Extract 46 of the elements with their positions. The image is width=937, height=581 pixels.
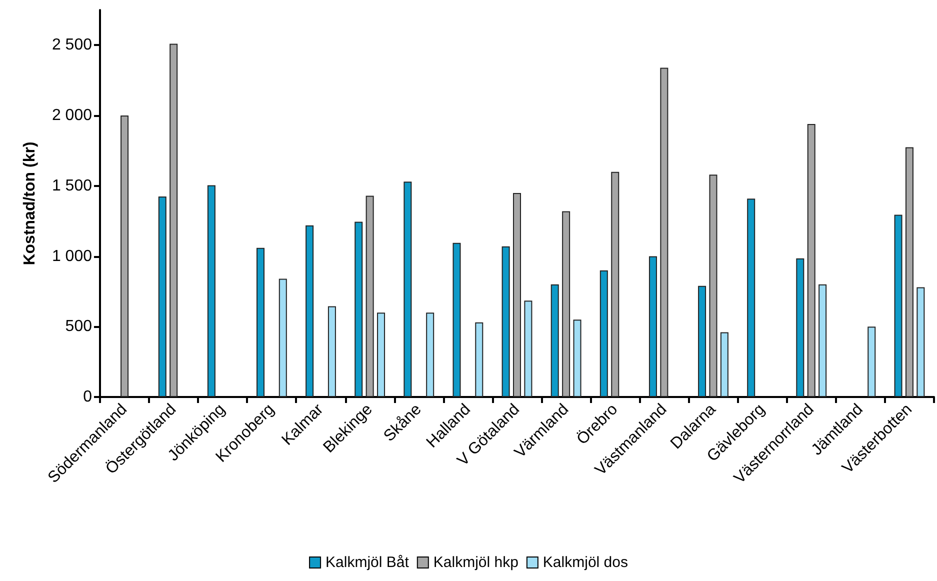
y-tick-label: 500 — [65, 318, 92, 336]
bar — [709, 174, 718, 397]
bar — [475, 322, 484, 397]
bar — [513, 192, 521, 397]
legend-label: Kalkmjöl hkp — [433, 554, 518, 571]
legend-label: Kalkmjöl Båt — [326, 554, 410, 571]
bar — [868, 326, 876, 397]
bar — [404, 182, 412, 397]
bar — [818, 284, 827, 397]
bar — [611, 172, 620, 397]
bar — [170, 44, 178, 397]
bar — [256, 248, 265, 397]
bar — [426, 312, 434, 397]
bar — [328, 306, 336, 397]
y-tick-label: 1 500 — [52, 177, 92, 194]
y-tick-label: 2 000 — [52, 107, 92, 124]
bar — [648, 256, 657, 397]
bar — [916, 287, 925, 397]
bar — [377, 312, 386, 397]
bar — [207, 185, 216, 397]
bar — [278, 278, 287, 397]
bar — [354, 222, 363, 397]
bar — [120, 116, 129, 397]
bar — [158, 196, 166, 397]
bar — [905, 147, 914, 397]
legend-label: Kalkmjöl dos — [542, 554, 628, 571]
y-tick-label: 1 000 — [52, 248, 92, 265]
bar — [306, 225, 314, 397]
bar — [452, 242, 461, 397]
bar — [366, 196, 374, 397]
bar — [747, 198, 756, 397]
bar — [807, 124, 816, 397]
bar — [502, 246, 510, 397]
bar — [720, 332, 728, 397]
bar — [562, 211, 570, 397]
bar — [524, 300, 532, 397]
y-tick-label: 2 500 — [52, 36, 92, 54]
y-tick-label: 0 — [83, 388, 92, 406]
bar — [660, 68, 668, 397]
bar — [550, 284, 559, 397]
bar — [796, 258, 804, 397]
bar — [600, 270, 608, 397]
y-axis-title: Kostnad/ton (kr) — [22, 142, 38, 266]
bar — [894, 214, 902, 397]
bar — [698, 286, 706, 397]
bar — [573, 320, 582, 397]
